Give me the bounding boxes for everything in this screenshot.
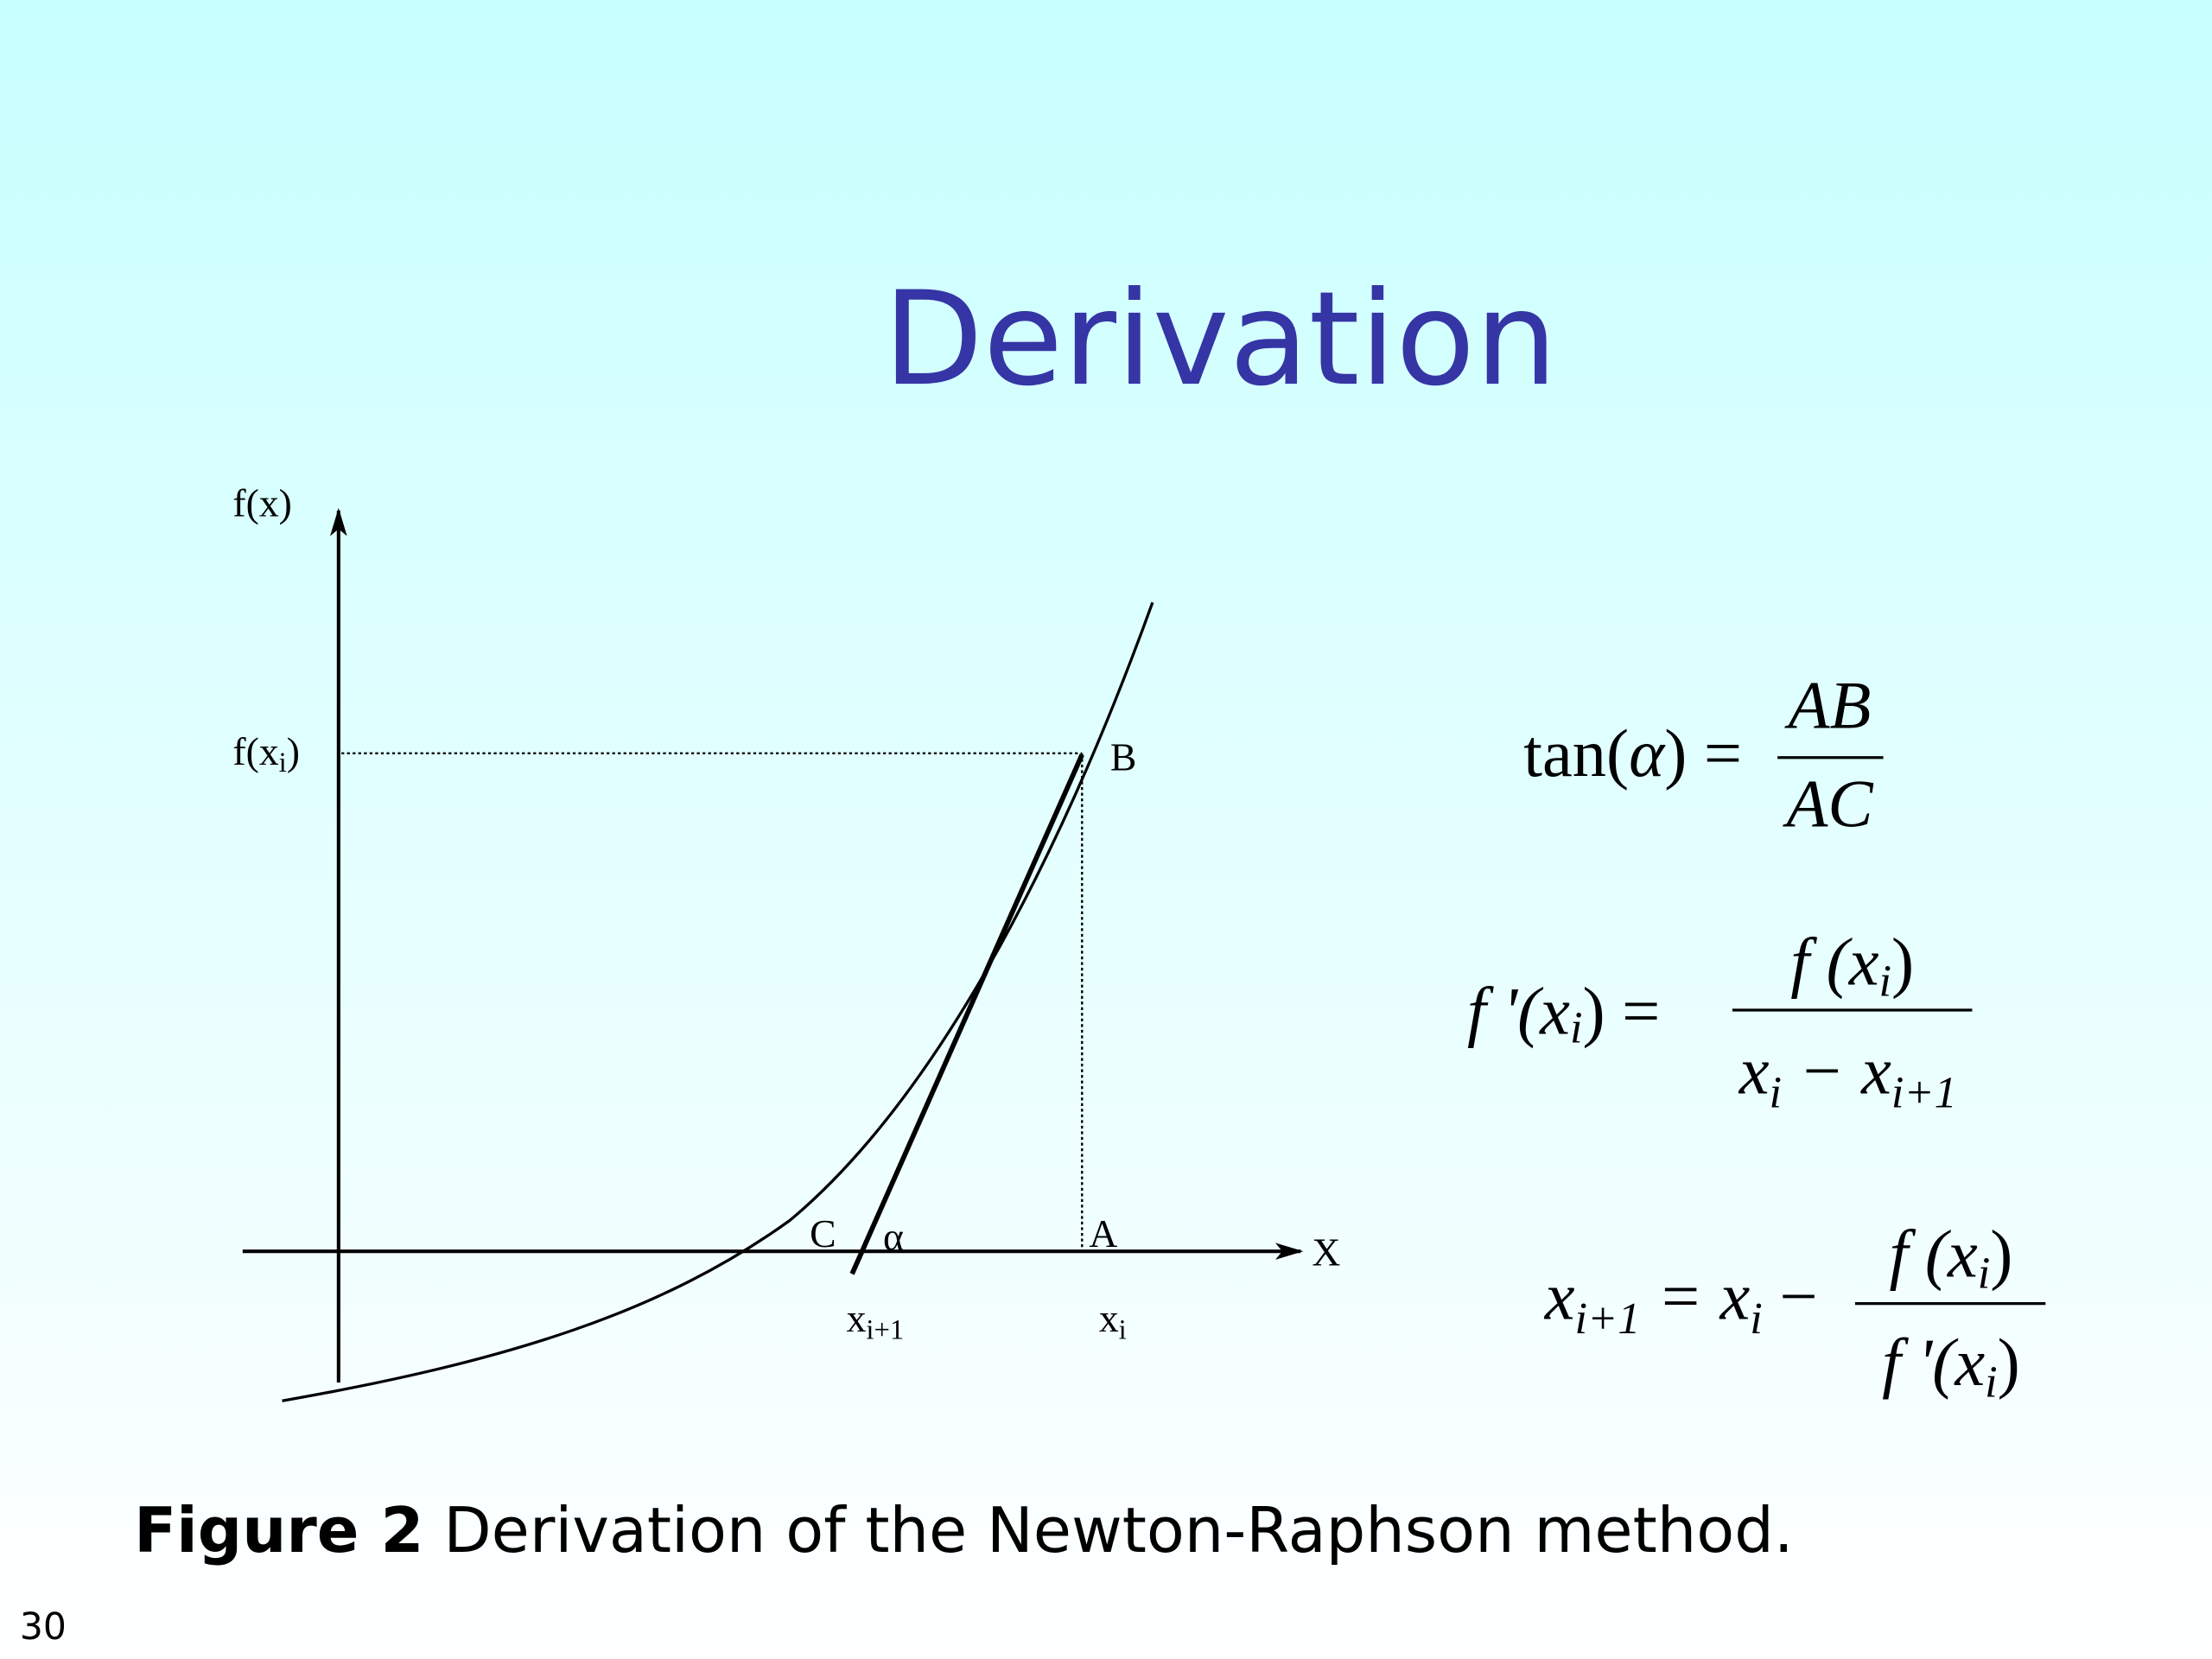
equation: xi+1 = xi − f (xi) f '(xi)	[1544, 1217, 2046, 1407]
subscript: i+1	[866, 1314, 904, 1345]
eq-part: = x	[1640, 1259, 1750, 1334]
denominator: xi − xi+1	[1738, 1033, 1957, 1117]
equation: f '(xi) = f (xi) xi − xi+1	[1467, 925, 1973, 1118]
eq-part: )	[1990, 1217, 2012, 1292]
subscript: i	[1119, 1314, 1127, 1345]
subscript: i	[1985, 1357, 1998, 1407]
subscript: i	[1750, 1294, 1763, 1344]
curve	[282, 601, 1154, 1402]
numerator: AB	[1784, 667, 1872, 742]
subscript: i+1	[1575, 1294, 1641, 1344]
tangent-line	[849, 753, 1084, 1275]
eq-part: ) =	[1582, 974, 1660, 1049]
page-number: 30	[20, 1606, 67, 1649]
eq-part: ) =	[1664, 715, 1742, 791]
eq-part: x	[1544, 1259, 1575, 1334]
equation-lhs: tan(α) =	[1523, 715, 1742, 791]
eq-part: f (x	[1790, 925, 1878, 1000]
eq-part: f '(x	[1882, 1325, 1985, 1400]
x-tick-label: xi	[1099, 1296, 1127, 1345]
subscript: i	[1978, 1249, 1991, 1299]
point-label: A	[1089, 1211, 1117, 1255]
caption-label: Figure 2	[134, 1494, 423, 1567]
eq-part: tan(	[1523, 715, 1629, 791]
eq-part: α	[1629, 715, 1666, 791]
x-axis-label: X	[1312, 1230, 1340, 1274]
subscript: i	[1570, 1003, 1583, 1053]
fxi-label: f(xi)	[232, 729, 300, 779]
eq-part: − x	[1782, 1033, 1891, 1108]
label-part: )	[287, 729, 300, 773]
caption-text: Derivation of the Newton-Raphson method.	[443, 1494, 1793, 1567]
equation-lhs: f '(xi) =	[1467, 974, 1660, 1053]
equation: tan(α) = AB AC	[1523, 667, 1884, 842]
label-part: x	[1099, 1296, 1119, 1340]
angle-label: α	[883, 1215, 904, 1259]
label-part: x	[847, 1296, 867, 1340]
point-label: B	[1110, 734, 1136, 779]
eq-part: −	[1763, 1259, 1818, 1334]
y-axis-label: f(x)	[232, 481, 292, 525]
numerator: f (xi)	[1890, 1217, 2013, 1299]
eq-part: )	[1891, 925, 1914, 1000]
eq-part: f '(x	[1467, 974, 1570, 1049]
eq-part: x	[1738, 1033, 1770, 1108]
subscript: i	[1770, 1068, 1783, 1118]
subscript: i	[279, 747, 287, 779]
caption: Figure 2 Derivation of the Newton-Raphson…	[134, 1494, 1794, 1567]
subscript: i+1	[1891, 1068, 1957, 1118]
slide-title: Derivation	[883, 264, 1557, 415]
point-label: C	[810, 1211, 836, 1255]
equation-lhs: xi+1 = xi −	[1544, 1259, 1818, 1344]
eq-part: )	[1998, 1325, 2020, 1400]
subscript: i	[1878, 957, 1891, 1007]
x-tick-label: xi+1	[847, 1296, 905, 1345]
denominator: f '(xi)	[1882, 1325, 2020, 1407]
numerator: f (xi)	[1790, 925, 1914, 1007]
denominator: AC	[1782, 766, 1873, 842]
label-part: f(x	[232, 729, 278, 773]
eq-part: f (x	[1890, 1217, 1978, 1292]
diagram	[242, 507, 1304, 1402]
